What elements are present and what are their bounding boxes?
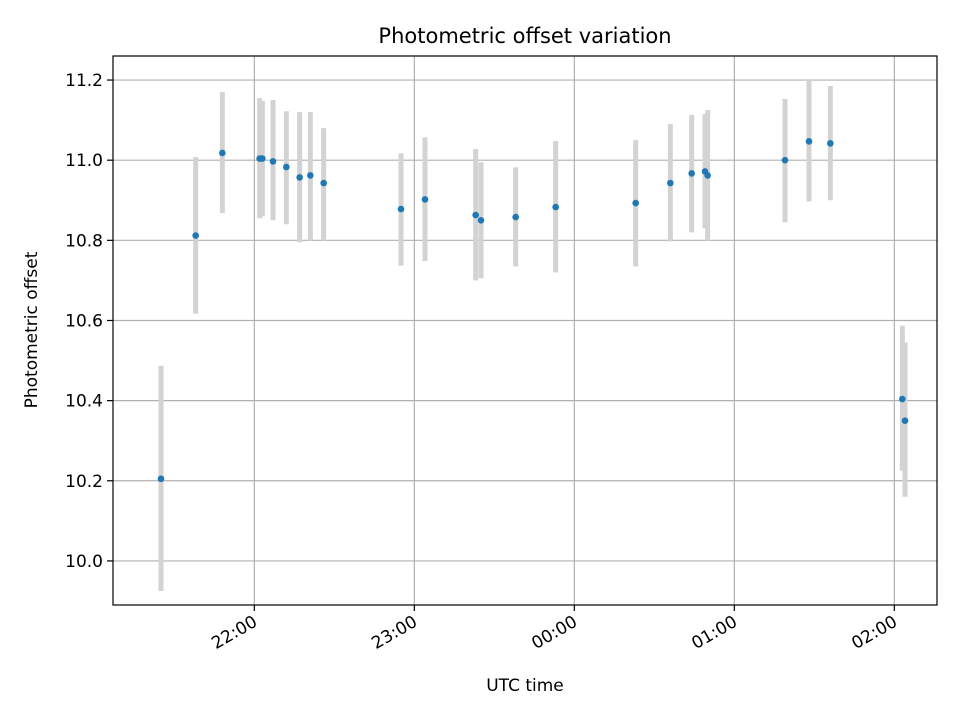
data-point	[477, 216, 485, 224]
y-axis-label: Photometric offset	[22, 251, 42, 408]
y-tick-label: 10.8	[65, 231, 103, 251]
data-point	[296, 174, 303, 181]
x-axis-label: UTC time	[486, 676, 564, 696]
data-point	[901, 417, 909, 424]
data-point	[307, 172, 314, 179]
data-point	[704, 172, 711, 179]
data-point	[805, 138, 813, 145]
data-point	[899, 395, 906, 403]
data-point	[827, 140, 834, 147]
data-point	[320, 179, 327, 187]
chart-title: Photometric offset variation	[378, 24, 671, 48]
y-tick-label: 10.4	[65, 392, 103, 412]
y-tick-label: 10.0	[65, 552, 103, 572]
data-point	[781, 156, 789, 164]
plot-area-background	[113, 56, 937, 605]
data-point	[192, 232, 199, 239]
data-point	[552, 203, 559, 211]
data-point	[667, 179, 674, 187]
grid-lines	[113, 56, 937, 605]
data-point	[421, 196, 429, 203]
y-tick-label: 11.0	[65, 151, 103, 171]
data-point	[472, 211, 479, 219]
data-point	[688, 170, 695, 177]
data-point	[157, 475, 165, 483]
data-point	[259, 155, 266, 162]
data-point	[397, 205, 405, 213]
data-point	[219, 149, 226, 157]
y-tick-label: 10.2	[65, 472, 103, 492]
y-tick-label: 11.2	[65, 71, 103, 91]
data-point	[512, 213, 519, 221]
data-point	[632, 199, 639, 207]
y-tick-label: 10.6	[65, 311, 103, 331]
plot-frame	[112, 55, 938, 606]
data-point	[269, 158, 277, 165]
data-points	[157, 138, 909, 483]
data-point	[283, 163, 290, 171]
